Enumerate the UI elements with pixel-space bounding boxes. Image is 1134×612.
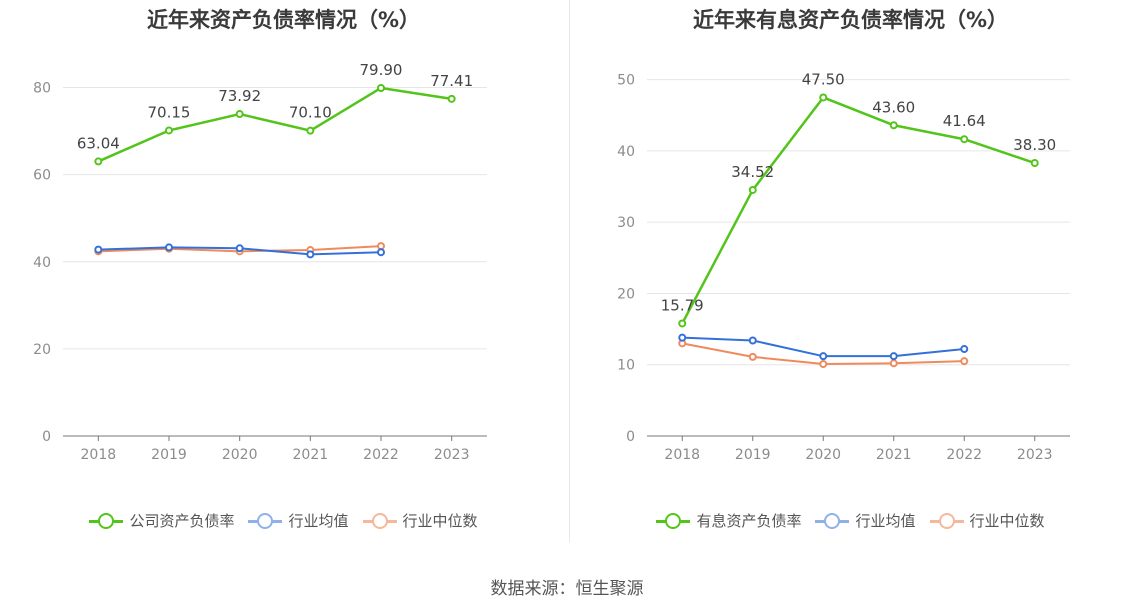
data-point [819,360,828,369]
legend-item-industry-mean[interactable]: 行业均值 [815,510,916,531]
line-chart-debt-ratio: 0 20 40 60 80 2018 2019 2020 2021 2022 2023 63.04 70… [33,61,487,463]
data-label: 15.79 [661,296,704,314]
chart-title: 近年来资产负债率情况（%） [146,8,421,32]
data-label: 38.30 [1013,136,1056,154]
x-tick-label: 2020 [805,447,841,463]
legend-label: 公司资产负债率 [129,512,235,530]
data-point [447,94,456,103]
x-tick-label: 2022 [946,447,982,463]
legend-item-industry-median[interactable]: 行业中位数 [929,510,1045,531]
y-tick-label: 40 [33,255,51,271]
x-tick-label: 2023 [434,447,470,463]
data-label: 79.90 [360,61,403,79]
y-tick-label: 40 [617,144,635,160]
data-point [1030,159,1039,168]
data-label: 41.64 [943,112,986,130]
data-point [306,126,315,135]
legend-label: 行业均值 [855,512,916,530]
legend-label: 行业中位数 [969,512,1045,530]
legend-item-industry-median[interactable]: 行业中位数 [362,510,478,531]
legend-item-interest-debt[interactable]: 有息资产负债率 [656,510,801,531]
y-tick-label: 60 [33,168,51,184]
x-tick-label: 2019 [151,447,187,463]
x-tick-label: 2022 [363,447,399,463]
data-point [377,248,385,257]
data-point [960,135,969,144]
data-label: 34.52 [731,163,774,181]
data-point [235,110,244,119]
y-tick-label: 30 [617,215,635,231]
data-point [889,352,898,361]
data-point [819,352,828,361]
data-point [165,126,173,135]
chart-panel-debt-ratio: 近年来资产负债率情况（%） 0 20 40 60 80 2018 2019 2020 2021 2… [0,0,567,545]
data-point [377,83,385,92]
series-line [97,86,452,163]
data-label: 77.41 [430,72,473,90]
series-line [681,96,1036,325]
data-point [94,157,103,166]
data-point [306,250,315,259]
data-point [678,319,687,328]
panel-divider [569,0,570,542]
data-point [960,357,969,366]
legend-label: 行业中位数 [402,512,478,530]
data-point [889,359,898,368]
chart-panel-interest-debt-ratio: 近年来有息资产负债率情况（%） 0 10 20 30 40 50 2018 2019 2020 2… [567,0,1134,545]
x-tick-label: 2023 [1017,447,1053,463]
y-tick-label: 0 [626,429,635,445]
data-point [960,345,969,354]
chart-title: 近年来有息资产负债率情况（%） [692,8,1009,32]
legend-swatch-icon [89,512,124,529]
x-tick-label: 2020 [222,447,258,463]
data-point [165,243,173,252]
legend-item-company[interactable]: 公司资产负债率 [89,510,234,531]
data-source-note: 数据来源：恒生聚源 [490,579,644,599]
y-tick-label: 80 [33,81,51,97]
data-point [748,185,757,194]
legend: 公司资产负债率 行业均值 行业中位数 [0,510,567,531]
legend-item-industry-mean[interactable]: 行业均值 [248,510,349,531]
data-label: 63.04 [77,134,120,152]
y-tick-label: 10 [617,358,635,374]
data-point [94,245,103,254]
y-tick-label: 20 [617,286,635,302]
data-label: 73.92 [218,87,261,105]
data-point [819,93,828,102]
legend-swatch-icon [656,512,691,529]
legend-label: 有息资产负债率 [696,512,802,530]
data-point [235,244,244,253]
data-label: 43.60 [872,98,915,116]
legend-label: 行业均值 [288,512,349,530]
x-tick-label: 2018 [81,447,117,463]
data-point [748,336,757,345]
x-tick-label: 2021 [876,447,912,463]
y-tick-label: 20 [33,342,51,358]
x-tick-label: 2021 [293,447,329,463]
data-label: 70.10 [289,104,332,122]
data-point [748,352,757,361]
data-point [889,121,898,130]
legend-swatch-icon [248,512,283,529]
line-chart-interest-debt-ratio: 0 10 20 30 40 50 2018 2019 2020 2021 2022 2023 15.79… [617,70,1070,463]
legend-swatch-icon [815,512,850,529]
legend-swatch-icon [929,512,964,529]
x-tick-label: 2019 [735,447,771,463]
data-label: 70.15 [148,103,191,121]
legend-swatch-icon [362,512,397,529]
x-tick-label: 2018 [664,447,700,463]
y-tick-label: 0 [42,429,51,445]
legend: 有息资产负债率 行业均值 行业中位数 [567,510,1134,531]
data-label: 47.50 [802,70,845,88]
data-point [678,333,687,342]
y-tick-label: 50 [617,73,635,89]
